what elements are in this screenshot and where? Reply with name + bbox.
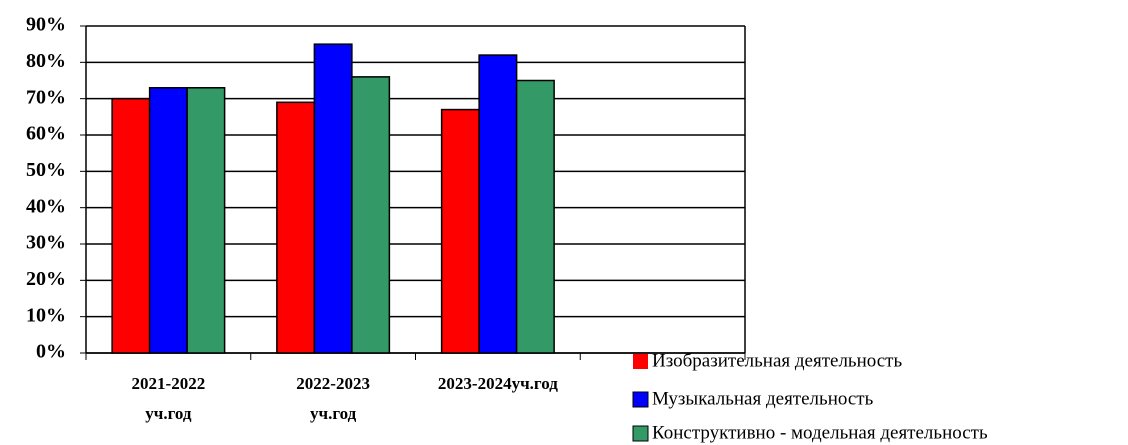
- bar: [313, 43, 353, 354]
- y-tick-label: 40%: [26, 195, 66, 217]
- bar: [478, 54, 518, 354]
- legend-marker: [632, 425, 649, 442]
- legend-label: Музыкальная деятельность: [652, 388, 874, 409]
- y-tick-label: 30%: [26, 232, 66, 254]
- y-tick-label: 50%: [26, 159, 66, 181]
- legend-marker: [632, 391, 649, 408]
- x-tick-label: 2022-2023 уч.год: [296, 374, 370, 423]
- y-tick-label: 80%: [26, 50, 66, 72]
- bar: [111, 97, 151, 354]
- y-tick-label: 60%: [26, 123, 66, 145]
- y-tick-label: 90%: [26, 14, 66, 36]
- x-tick-label: 2021-2022 уч.год: [131, 374, 206, 423]
- y-tick-label: 0%: [36, 341, 66, 363]
- x-tick-label: 2023-2024уч.год: [437, 374, 558, 393]
- legend-label: Изобразительная деятельность: [652, 350, 902, 371]
- bar: [440, 108, 480, 354]
- bar: [515, 79, 555, 354]
- legend-label: Конструктивно - модельная деятельность: [652, 422, 988, 443]
- legend-marker: [633, 354, 648, 369]
- bar: [148, 87, 188, 354]
- bar: [186, 87, 226, 354]
- y-tick-label: 10%: [26, 304, 66, 326]
- y-tick-label: 20%: [26, 268, 66, 290]
- bar: [351, 76, 391, 354]
- y-tick-label: 70%: [26, 86, 66, 108]
- bar: [276, 101, 316, 354]
